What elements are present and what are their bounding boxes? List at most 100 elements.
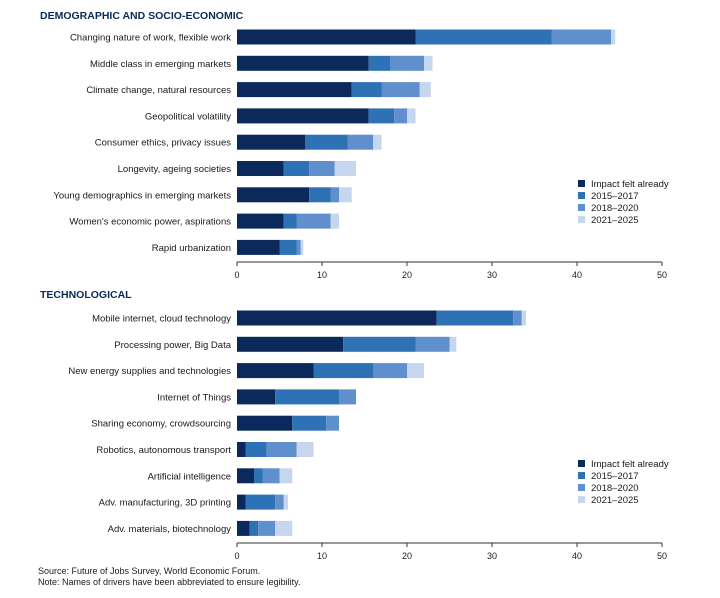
demographic-legend-label: 2021–2025 [591, 215, 639, 226]
technological-category-label: Adv. materials, biotechnology [108, 524, 232, 535]
technological-bar-segment [275, 389, 339, 405]
technological-bar-segment [237, 494, 246, 510]
technological-x-tick-label: 0 [234, 551, 239, 561]
demographic-bar-segment [351, 82, 382, 98]
technological-bar-segment [436, 310, 514, 326]
demographic-x-tick-label: 50 [657, 270, 667, 280]
technological-bar-segment [237, 415, 293, 431]
demographic-bar-segment [381, 82, 420, 98]
technological-bar-segment [292, 415, 327, 431]
demographic-bar-segment [305, 134, 348, 150]
technological-legend-label: 2021–2025 [591, 495, 639, 506]
demographic-legend-swatch [578, 204, 585, 211]
demographic-bar-segment [237, 55, 369, 71]
demographic-bar-segment [368, 108, 395, 124]
abbreviation-note: Note: Names of drivers have been abbrevi… [38, 577, 301, 587]
demographic-legend-label: 2015–2017 [591, 191, 639, 202]
demographic-category-label: Middle class in emerging markets [90, 59, 231, 70]
technological-category-label: Sharing economy, crowdsourcing [91, 419, 231, 430]
demographic-panel-title: DEMOGRAPHIC AND SOCIO-ECONOMIC [40, 10, 244, 22]
demographic-category-label: Consumer ethics, privacy issues [95, 138, 231, 149]
demographic-x-tick-label: 10 [317, 270, 327, 280]
technological-bar-segment [373, 363, 407, 379]
demographic-category-label: Geopolitical volatility [145, 111, 231, 122]
demographic-bar-segment [309, 187, 331, 203]
demographic-category-label: Women's economic power, aspirations [69, 217, 231, 228]
demographic-bar-segment [237, 29, 416, 45]
technological-bar-segment [254, 468, 263, 484]
technological-bar-segment [237, 442, 246, 457]
demographic-bar-segment [279, 239, 297, 255]
demographic-legend-swatch [578, 180, 585, 187]
demographic-bar-segment [296, 213, 331, 229]
demographic-x-tick-label: 20 [402, 270, 412, 280]
demographic-legend-swatch [578, 216, 585, 223]
demographic-bar-segment [373, 134, 382, 150]
technological-bar-segment [249, 520, 259, 536]
technological-category-label: Processing power, Big Data [114, 340, 231, 351]
demographic-legend-swatch [578, 192, 585, 199]
technological-bar-segment [521, 310, 526, 326]
technological-x-tick-label: 50 [657, 551, 667, 561]
demographic-bar-segment [237, 239, 280, 255]
demographic-bar-segment [330, 187, 339, 203]
demographic-bar-segment [339, 187, 352, 203]
technological-x-tick-label: 40 [572, 551, 582, 561]
demographic-category-label: Young demographics in emerging markets [53, 190, 231, 201]
technological-x-tick-label: 20 [402, 551, 412, 561]
demographic-bar-segment [368, 55, 390, 71]
demographic-category-label: Climate change, natural resources [86, 85, 231, 96]
demographic-bar-segment [237, 213, 284, 229]
technological-bar-segment [313, 363, 373, 379]
technological-bar-segment [279, 468, 293, 484]
demographic-bar-segment [347, 134, 373, 150]
demographic-bar-segment [334, 161, 356, 176]
technological-x-tick-label: 10 [317, 551, 327, 561]
source-note: Source: Future of Jobs Survey, World Eco… [38, 566, 261, 576]
technological-legend-swatch [578, 496, 585, 503]
demographic-bar-segment [415, 29, 552, 45]
technological-legend-swatch [578, 460, 585, 467]
technological-bar-segment [258, 520, 276, 536]
technological-bar-segment [237, 336, 344, 352]
technological-bar-segment [245, 442, 267, 457]
demographic-bar-segment [237, 82, 352, 98]
demographic-x-tick-label: 40 [572, 270, 582, 280]
technological-legend-label: 2015–2017 [591, 471, 639, 482]
demographic-bar-segment [611, 29, 616, 45]
technological-category-label: New energy supplies and technologies [68, 366, 231, 377]
technological-category-label: Mobile internet, cloud technology [92, 314, 231, 325]
demographic-legend-label: 2018–2020 [591, 203, 639, 214]
technological-bar-segment [237, 389, 276, 405]
demographic-bar-segment [330, 213, 339, 229]
technological-bar-segment [237, 310, 437, 326]
demographic-bar-segment [300, 239, 304, 255]
demographic-bar-segment [283, 161, 310, 176]
demographic-bar-segment [394, 108, 407, 124]
technological-category-label: Robotics, autonomous transport [96, 445, 231, 456]
demographic-legend-label: Impact felt already [591, 179, 669, 190]
demographic-category-label: Rapid urbanization [152, 243, 231, 254]
demographic-bar-segment [237, 161, 284, 176]
technological-bar-segment [262, 468, 280, 484]
technological-bar-segment [275, 520, 293, 536]
technological-bar-segment [245, 494, 276, 510]
demographic-bar-segment [551, 29, 611, 45]
technological-bar-segment [415, 336, 450, 352]
technological-bar-segment [326, 415, 339, 431]
demographic-bar-segment [309, 161, 335, 176]
demographic-x-tick-label: 30 [487, 270, 497, 280]
demographic-bar-segment [237, 108, 369, 124]
technological-bar-segment [237, 520, 250, 536]
demographic-x-tick-label: 0 [234, 270, 239, 280]
technological-legend-swatch [578, 484, 585, 491]
technological-category-label: Adv. manufacturing, 3D printing [99, 498, 231, 509]
demographic-bar-segment [296, 239, 301, 255]
demographic-category-label: Changing nature of work, flexible work [70, 33, 231, 44]
technological-bar-segment [296, 442, 314, 457]
technological-bar-segment [283, 494, 288, 510]
technological-panel-title: TECHNOLOGICAL [40, 289, 132, 301]
technological-bar-segment [339, 389, 356, 405]
demographic-bar-segment [419, 82, 431, 98]
